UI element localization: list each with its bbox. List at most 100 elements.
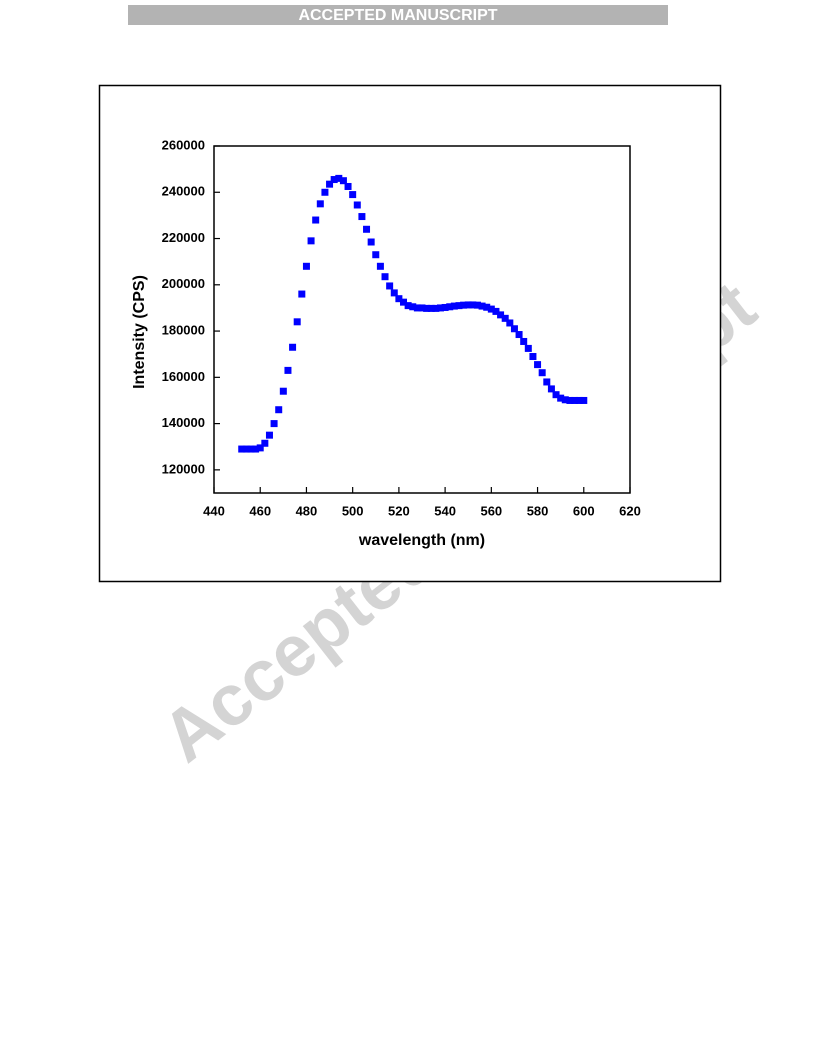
- point: [501, 314, 509, 322]
- point: [270, 420, 278, 428]
- y-axis-label: Intensity (CPS): [131, 275, 148, 389]
- x-tick-label: 600: [573, 503, 595, 518]
- point: [557, 394, 565, 402]
- header-bar: [128, 5, 668, 25]
- point: [497, 311, 505, 319]
- point: [252, 445, 260, 453]
- chart: wavelength (nm) Intensity (CPS) 440 460 48…: [131, 137, 641, 549]
- point: [386, 282, 394, 290]
- point: [441, 303, 449, 311]
- point: [284, 366, 292, 374]
- point: [455, 302, 463, 310]
- x-tick-label: 460: [249, 503, 271, 518]
- point: [293, 318, 301, 326]
- x-tick-label: 620: [619, 503, 641, 518]
- point: [543, 378, 551, 386]
- point: [515, 331, 523, 339]
- point: [529, 353, 537, 361]
- point: [575, 396, 583, 404]
- x-tick-label: 580: [527, 503, 549, 518]
- point: [473, 301, 481, 309]
- point: [344, 182, 352, 190]
- y-tick-label: 260000: [162, 137, 205, 152]
- point: [492, 307, 500, 315]
- point: [321, 188, 329, 196]
- point: [261, 439, 269, 447]
- x-tick-label: 540: [434, 503, 456, 518]
- point: [538, 369, 546, 377]
- x-tick-label: 520: [388, 503, 410, 518]
- point: [289, 343, 297, 351]
- point: [326, 180, 334, 188]
- point: [547, 385, 555, 393]
- point: [487, 305, 495, 313]
- y-tick-label: 160000: [162, 369, 205, 384]
- point: [418, 304, 426, 312]
- point: [400, 298, 408, 306]
- point: [372, 251, 380, 259]
- point: [265, 431, 273, 439]
- point: [381, 273, 389, 281]
- point: [247, 445, 255, 453]
- point: [460, 301, 468, 309]
- x-axis-label: wavelength (nm): [358, 532, 485, 549]
- point: [552, 391, 560, 399]
- point: [524, 344, 532, 352]
- chart-frame: [98, 84, 722, 583]
- point: [483, 303, 491, 311]
- point: [358, 213, 366, 221]
- point: [423, 304, 431, 312]
- point: [349, 191, 357, 199]
- x-tick-label: 500: [342, 503, 364, 518]
- point: [376, 262, 384, 270]
- point: [464, 301, 472, 309]
- point: [363, 225, 371, 233]
- point: [436, 304, 444, 312]
- plot-area: [213, 145, 631, 494]
- point: [367, 238, 375, 246]
- point: [566, 396, 574, 404]
- point: [478, 302, 486, 310]
- x-tick-label: 560: [480, 503, 502, 518]
- point: [534, 361, 542, 369]
- point: [390, 289, 398, 297]
- point: [432, 304, 440, 312]
- point: [446, 303, 454, 311]
- point: [242, 445, 250, 453]
- y-tick-label: 220000: [162, 230, 205, 245]
- point: [413, 304, 421, 312]
- point: [409, 303, 417, 311]
- point: [298, 290, 306, 298]
- point: [506, 319, 514, 327]
- point: [427, 304, 435, 312]
- point: [256, 444, 264, 452]
- point: [302, 262, 310, 270]
- x-tick-label: 440: [203, 503, 225, 518]
- y-tick-label: 120000: [162, 461, 205, 476]
- point: [561, 396, 569, 404]
- y-tick-label: 140000: [162, 415, 205, 430]
- point: [580, 396, 588, 404]
- point: [520, 337, 528, 345]
- point: [404, 302, 412, 310]
- header-text: ACCEPTED MANUSCRIPT: [298, 7, 497, 24]
- point: [571, 396, 579, 404]
- point: [395, 295, 403, 303]
- point: [312, 216, 320, 224]
- y-tick-label: 200000: [162, 276, 205, 291]
- point: [335, 174, 343, 182]
- point: [316, 200, 324, 208]
- point: [450, 302, 458, 310]
- point: [353, 201, 361, 209]
- x-tick-label: 480: [296, 503, 318, 518]
- point: [238, 445, 246, 453]
- point: [307, 237, 315, 245]
- point: [275, 406, 283, 414]
- point: [279, 387, 287, 395]
- y-tick-label: 180000: [162, 323, 205, 338]
- point: [330, 176, 338, 184]
- point: [339, 177, 347, 185]
- point: [510, 325, 518, 333]
